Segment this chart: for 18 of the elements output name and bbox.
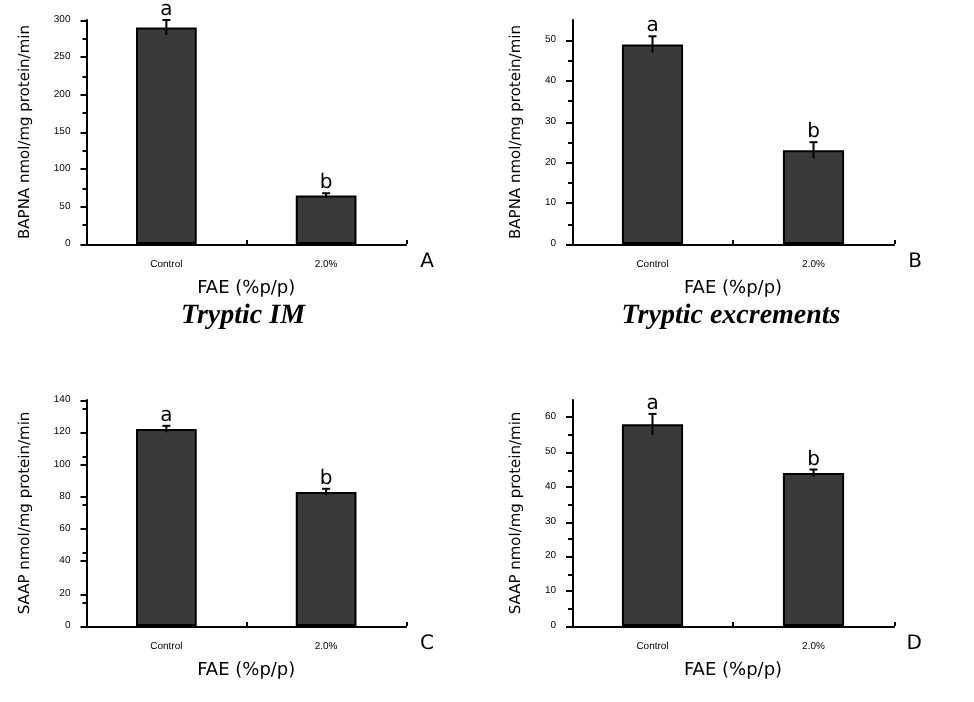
text: A [420,251,435,273]
text: D [906,633,923,655]
annotation: a [646,392,659,415]
x-axis-title: FAE (%p/p) [197,661,296,681]
annotation: b [807,448,820,471]
text: Tryptic IM [180,301,307,331]
annotation: a [646,15,659,38]
x-axis-title: FAE (%p/p) [197,279,296,299]
text: Tryptic excrements [621,301,842,331]
x-axis-title: FAE (%p/p) [683,661,783,681]
annotation: b [319,467,333,490]
annotation: a [160,404,173,427]
annotation: b [807,121,820,144]
annotation: b [319,172,333,195]
text: B [908,251,923,273]
annotation: a [160,0,173,21]
x-axis-title: FAE (%p/p) [683,279,783,299]
text: C [420,633,435,655]
